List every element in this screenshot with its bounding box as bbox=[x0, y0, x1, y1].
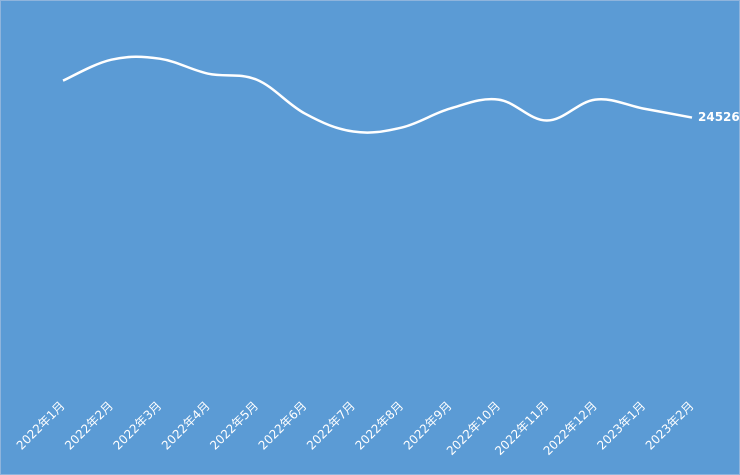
data-label: 24526 bbox=[698, 110, 740, 124]
line bbox=[62, 55, 693, 134]
